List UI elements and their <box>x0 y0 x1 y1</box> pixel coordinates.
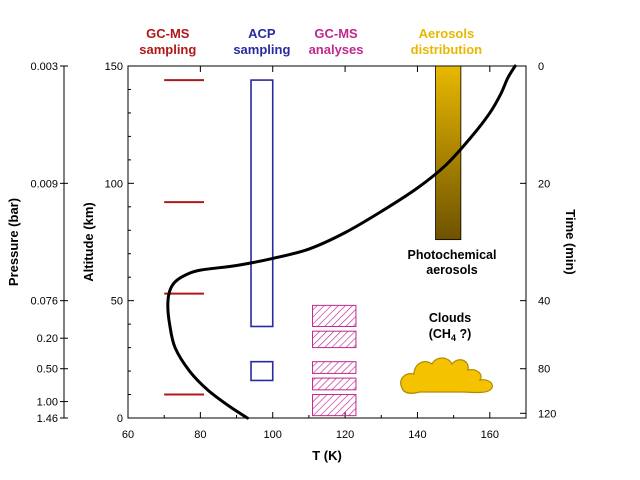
y-tick-label: 50 <box>111 296 123 308</box>
time-tick-label: 120 <box>538 408 556 420</box>
time-tick-label: 0 <box>538 61 544 73</box>
gcms-analyses-boxes <box>312 304 357 417</box>
plot-frame <box>127 65 527 419</box>
header-gcms_analyses-line-2: analyses <box>309 42 364 57</box>
header-labels: GC-MSsamplingACPsamplingGC-MSanalysesAer… <box>139 26 482 57</box>
cloud-icon <box>400 357 493 394</box>
gcms-analyses-box <box>312 304 357 327</box>
time-tick-label: 40 <box>538 296 550 308</box>
header-gcms_sampling-line-1: GC-MS <box>146 26 190 41</box>
header-acp_sampling-line-2: sampling <box>233 42 290 57</box>
x-ticks: 60 80 100 120 140 160 <box>122 66 499 441</box>
clouds-line-2: (CH4 ?) <box>429 327 472 343</box>
gcms-analyses-box <box>312 377 357 391</box>
x-tick-label: 160 <box>481 429 499 441</box>
pressure-tick-label: 0.003 <box>30 61 58 73</box>
photochemical-line-2: aerosols <box>426 263 477 277</box>
pressure-tick-label: 1.00 <box>37 397 58 409</box>
gcms-analyses-box <box>312 361 357 374</box>
time-ticks: 0 20 40 80 120 <box>520 61 556 420</box>
x-tick-label: 80 <box>194 429 206 441</box>
time-tick-label: 80 <box>538 364 550 376</box>
time-tick-label: 20 <box>538 178 550 190</box>
acp-sampling-box <box>250 360 274 382</box>
y-tick-label: 150 <box>105 61 123 73</box>
header-aerosols_distribution-line-1: Aerosols <box>419 26 475 41</box>
x-tick-label: 100 <box>264 429 282 441</box>
y-ticks: 0 50 100 150 <box>105 61 134 425</box>
x-tick-label: 60 <box>122 429 134 441</box>
x-tick-label: 140 <box>408 429 426 441</box>
header-acp_sampling-line-1: ACP <box>248 26 276 41</box>
header-gcms_analyses-line-1: GC-MS <box>314 26 358 41</box>
y-tick-label: 100 <box>105 178 123 190</box>
pressure-axis-title: Pressure (bar) <box>6 198 21 286</box>
x-axis-title: T (K) <box>312 448 342 463</box>
acp-sampling-box <box>250 79 274 328</box>
time-axis-title: Time (min) <box>563 209 578 275</box>
pressure-tick-label: 0.50 <box>37 364 58 376</box>
gcms-analyses-box <box>312 394 357 417</box>
x-tick-label: 120 <box>336 429 354 441</box>
gcms-sampling-marks <box>164 79 204 396</box>
temperature-profile-line <box>166 64 517 420</box>
pressure-ticks: 0.003 0.009 0.076 0.20 0.50 1.00 1.46 <box>30 61 68 425</box>
header-gcms_sampling-line-2: sampling <box>139 42 196 57</box>
clouds-annotation: Clouds (CH4 ?) <box>429 311 472 343</box>
photochemical-annotation: Photochemical aerosols <box>408 248 497 277</box>
photochemical-line-1: Photochemical <box>408 248 497 262</box>
gcms-analyses-box <box>312 330 357 349</box>
y-axis-title: Altitude (km) <box>81 202 96 281</box>
pressure-tick-label: 1.46 <box>37 413 58 425</box>
pressure-tick-label: 0.20 <box>37 333 58 345</box>
y-tick-label: 0 <box>117 413 123 425</box>
pressure-tick-label: 0.009 <box>30 178 58 190</box>
header-aerosols_distribution-line-2: distribution <box>411 42 483 57</box>
pressure-tick-label: 0.076 <box>30 296 58 308</box>
clouds-line-1: Clouds <box>429 311 471 325</box>
acp-sampling-boxes <box>250 79 274 382</box>
